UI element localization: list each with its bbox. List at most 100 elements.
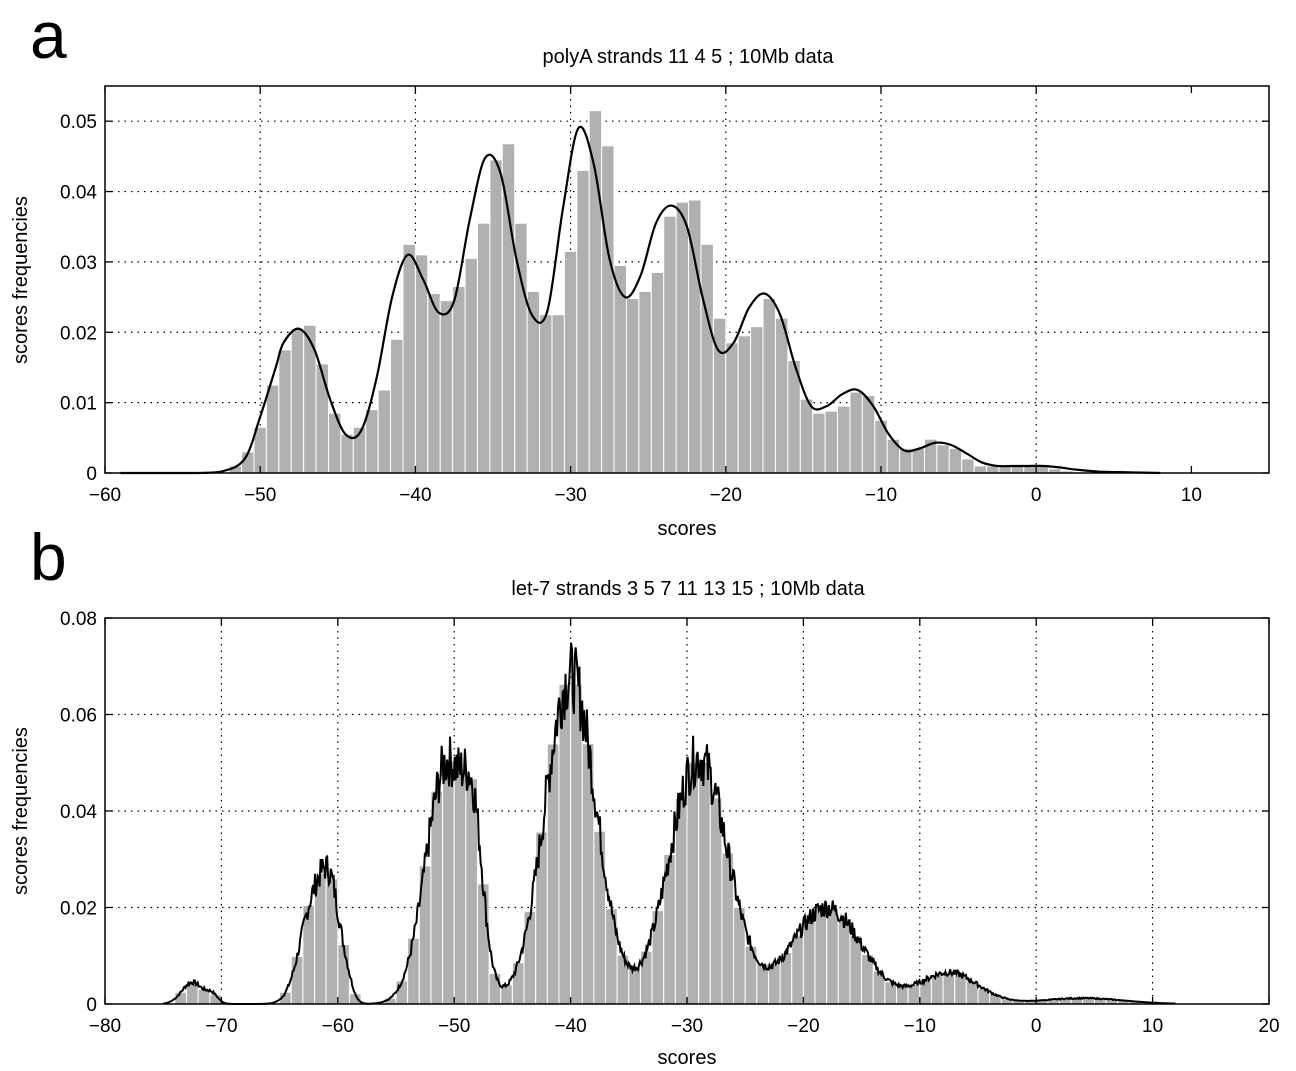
- histogram-bar: [954, 974, 967, 1005]
- histogram-bar: [593, 830, 607, 1005]
- histogram-bar: [452, 286, 466, 474]
- histogram-bar: [774, 317, 789, 474]
- histogram-bar: [570, 683, 583, 1005]
- histogram-bar: [686, 762, 700, 1005]
- histogram-bar: [767, 963, 781, 1005]
- y-tick-label: 0.01: [60, 394, 97, 415]
- histogram-bar: [476, 883, 490, 1005]
- histogram-bar: [290, 955, 304, 1005]
- x-tick-label: −30: [671, 1016, 703, 1037]
- histogram-bar: [377, 389, 392, 474]
- histogram-bar: [849, 935, 863, 1005]
- y-tick-label: 0.02: [60, 899, 97, 920]
- x-tick-label: −50: [244, 485, 276, 506]
- histogram-bar: [826, 908, 839, 1005]
- y-ticks-a: 0 0.01 0.02 0.03 0.04 0.05: [60, 112, 1269, 485]
- x-axis-label-b: scores: [658, 1047, 717, 1069]
- y-tick-label: 0.02: [60, 323, 97, 344]
- panel-a: a polyA strands 11 4 5 ; 10Mb data −60 −5…: [10, 0, 1270, 540]
- y-tick-label: 0: [86, 464, 97, 485]
- histogram-bar: [430, 790, 444, 1005]
- histogram-bar: [563, 250, 578, 474]
- histogram-bar: [488, 972, 502, 1005]
- histogram-bar: [849, 391, 863, 474]
- histogram-bar: [551, 314, 565, 474]
- histogram-bar: [427, 293, 441, 474]
- histogram-bar: [930, 973, 944, 1005]
- histogram-bar: [601, 145, 615, 474]
- histogram-bar: [650, 271, 665, 474]
- y-tick-label: 0.03: [60, 253, 97, 274]
- histogram-bar: [824, 410, 839, 474]
- x-tick-label: −10: [904, 1016, 936, 1037]
- x-tick-label: 0: [1031, 485, 1042, 506]
- x-tick-label: −60: [322, 1016, 354, 1037]
- histogram-bar: [402, 243, 416, 474]
- x-tick-label: −40: [399, 485, 431, 506]
- bars-a: [228, 110, 1087, 474]
- histogram-bar: [799, 398, 814, 474]
- histogram-bar: [465, 778, 478, 1005]
- histogram-bar: [737, 335, 752, 474]
- histogram-bar: [973, 465, 988, 474]
- histogram-bar: [558, 683, 572, 1005]
- y-ticks-b: 0 0.02 0.04 0.06 0.08: [60, 609, 1269, 1016]
- grid-b: [105, 618, 1269, 1004]
- histogram-bar: [907, 983, 921, 1005]
- histogram-bar: [442, 760, 455, 1005]
- histogram-bar: [453, 768, 467, 1005]
- y-axis-label-a: scores frequencies: [10, 196, 32, 364]
- histogram-bar: [489, 159, 503, 474]
- frequency-outline: [163, 642, 1176, 1005]
- histogram-bar: [733, 906, 746, 1005]
- histogram-bar: [965, 980, 979, 1005]
- panel-label-b: b: [30, 520, 67, 594]
- histogram-bar: [576, 169, 590, 474]
- y-tick-label: 0.06: [60, 706, 97, 727]
- histogram-bar: [802, 918, 816, 1005]
- histogram-bar: [625, 297, 640, 474]
- density-curve: [120, 125, 1161, 475]
- histogram-bar: [837, 405, 851, 474]
- x-tick-label: 10: [1181, 485, 1202, 506]
- histogram-bar: [814, 908, 828, 1005]
- histogram-bar: [663, 215, 677, 474]
- chart-title-a: polyA strands 11 4 5 ; 10Mb data: [543, 46, 835, 68]
- histogram-bar: [476, 222, 491, 474]
- histogram-bar: [911, 447, 925, 474]
- x-ticks-a: −60 −50 −40 −30 −20 −10 0 10: [89, 86, 1202, 506]
- histogram-bar: [837, 918, 851, 1005]
- histogram-bar: [812, 412, 826, 474]
- y-tick-label: 0.04: [60, 183, 97, 204]
- histogram-bar: [523, 910, 537, 1005]
- histogram-bar: [407, 937, 420, 1005]
- x-tick-label: −20: [710, 485, 742, 506]
- histogram-bar: [791, 934, 804, 1005]
- histogram-bar: [265, 384, 280, 474]
- y-tick-label: 0: [86, 995, 97, 1016]
- histogram-bar: [539, 314, 553, 474]
- x-tick-label: −20: [787, 1016, 819, 1037]
- histogram-bar: [750, 326, 764, 474]
- histogram-bar: [464, 257, 478, 474]
- x-tick-label: 0: [1031, 1016, 1042, 1037]
- x-ticks-b: −80 −70 −60 −50 −40 −30 −20 −10 0 10 20: [89, 618, 1280, 1037]
- chart-title-b: let-7 strands 3 5 7 11 13 15 ; 10Mb data: [511, 578, 865, 600]
- x-tick-label: −10: [865, 485, 897, 506]
- x-axis-label-a: scores: [658, 518, 717, 540]
- x-tick-label: −60: [89, 485, 121, 506]
- x-tick-label: −50: [438, 1016, 470, 1037]
- histogram-bar: [390, 338, 404, 474]
- y-tick-label: 0.05: [60, 112, 97, 133]
- histogram-bar: [725, 342, 739, 474]
- histogram-bar: [290, 328, 305, 474]
- x-tick-label: −80: [89, 1016, 121, 1037]
- y-axis-label-b: scores frequencies: [10, 727, 32, 895]
- histogram-bar: [884, 981, 898, 1005]
- grid-a: [105, 86, 1269, 473]
- x-tick-label: −30: [554, 485, 586, 506]
- histogram-bar: [744, 945, 758, 1005]
- histogram-bar: [942, 971, 956, 1005]
- panel-b: b let-7 strands 3 5 7 11 13 15 ; 10Mb da…: [10, 520, 1280, 1069]
